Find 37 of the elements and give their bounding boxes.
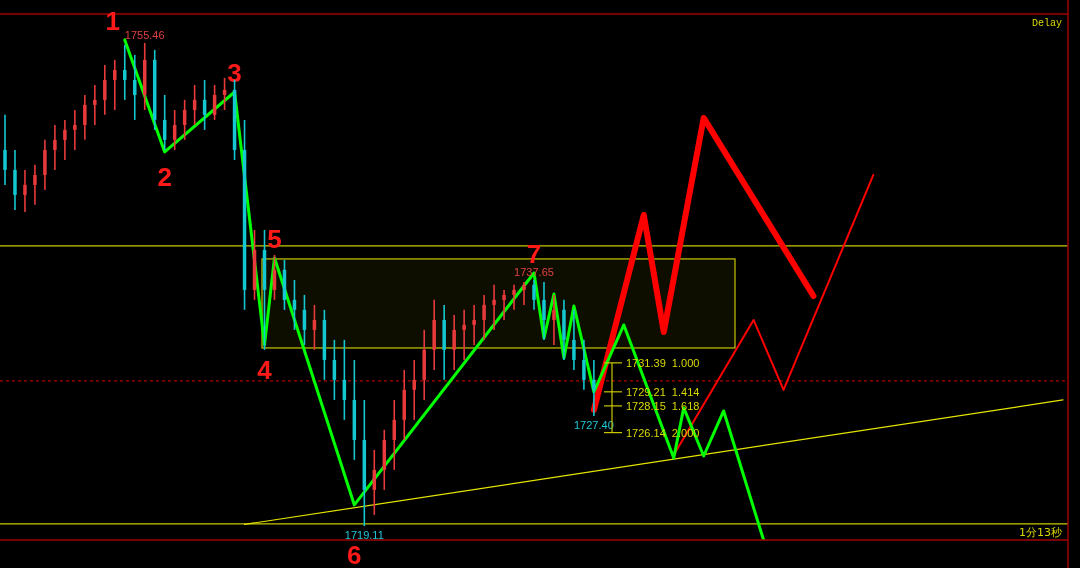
candlestick: [502, 289, 506, 321]
annotation: 6: [347, 540, 362, 568]
annotation: Delay: [1031, 18, 1062, 29]
annotation: 1727.40: [574, 418, 614, 431]
candlestick: [512, 284, 516, 311]
candlestick: [73, 109, 77, 151]
candlestick: [53, 124, 57, 171]
candlestick: [492, 284, 496, 331]
candlestick: [582, 339, 586, 391]
candlestick: [103, 64, 107, 116]
annotation: 1737.65: [514, 265, 554, 278]
candlestick: [83, 94, 87, 141]
candlestick: [522, 281, 526, 306]
annotation: 2: [157, 161, 172, 192]
candlestick: [23, 169, 27, 213]
candlestick: [452, 314, 456, 371]
annotation: 3: [227, 58, 242, 89]
annotation: 1755.46: [124, 28, 165, 41]
annotation: 4: [257, 354, 273, 385]
candlestick: [572, 309, 576, 371]
annotation: 1分13秒: [1019, 526, 1062, 539]
candlestick: [123, 44, 127, 101]
candlestick: [592, 359, 596, 417]
candlestick: [532, 278, 536, 311]
candlestick: [412, 359, 416, 421]
candlestick: [113, 59, 117, 111]
annotation: 1719.11: [344, 529, 384, 542]
candlestick: [33, 164, 37, 206]
candlestick: [482, 294, 486, 341]
candlestick: [552, 294, 556, 346]
candlestick: [93, 84, 97, 126]
candlestick: [63, 119, 67, 161]
candlestick: [462, 309, 466, 361]
candlestick: [3, 114, 7, 186]
candlestick: [542, 281, 546, 341]
annotation: 1: [105, 5, 120, 36]
candlestick: [472, 304, 476, 346]
